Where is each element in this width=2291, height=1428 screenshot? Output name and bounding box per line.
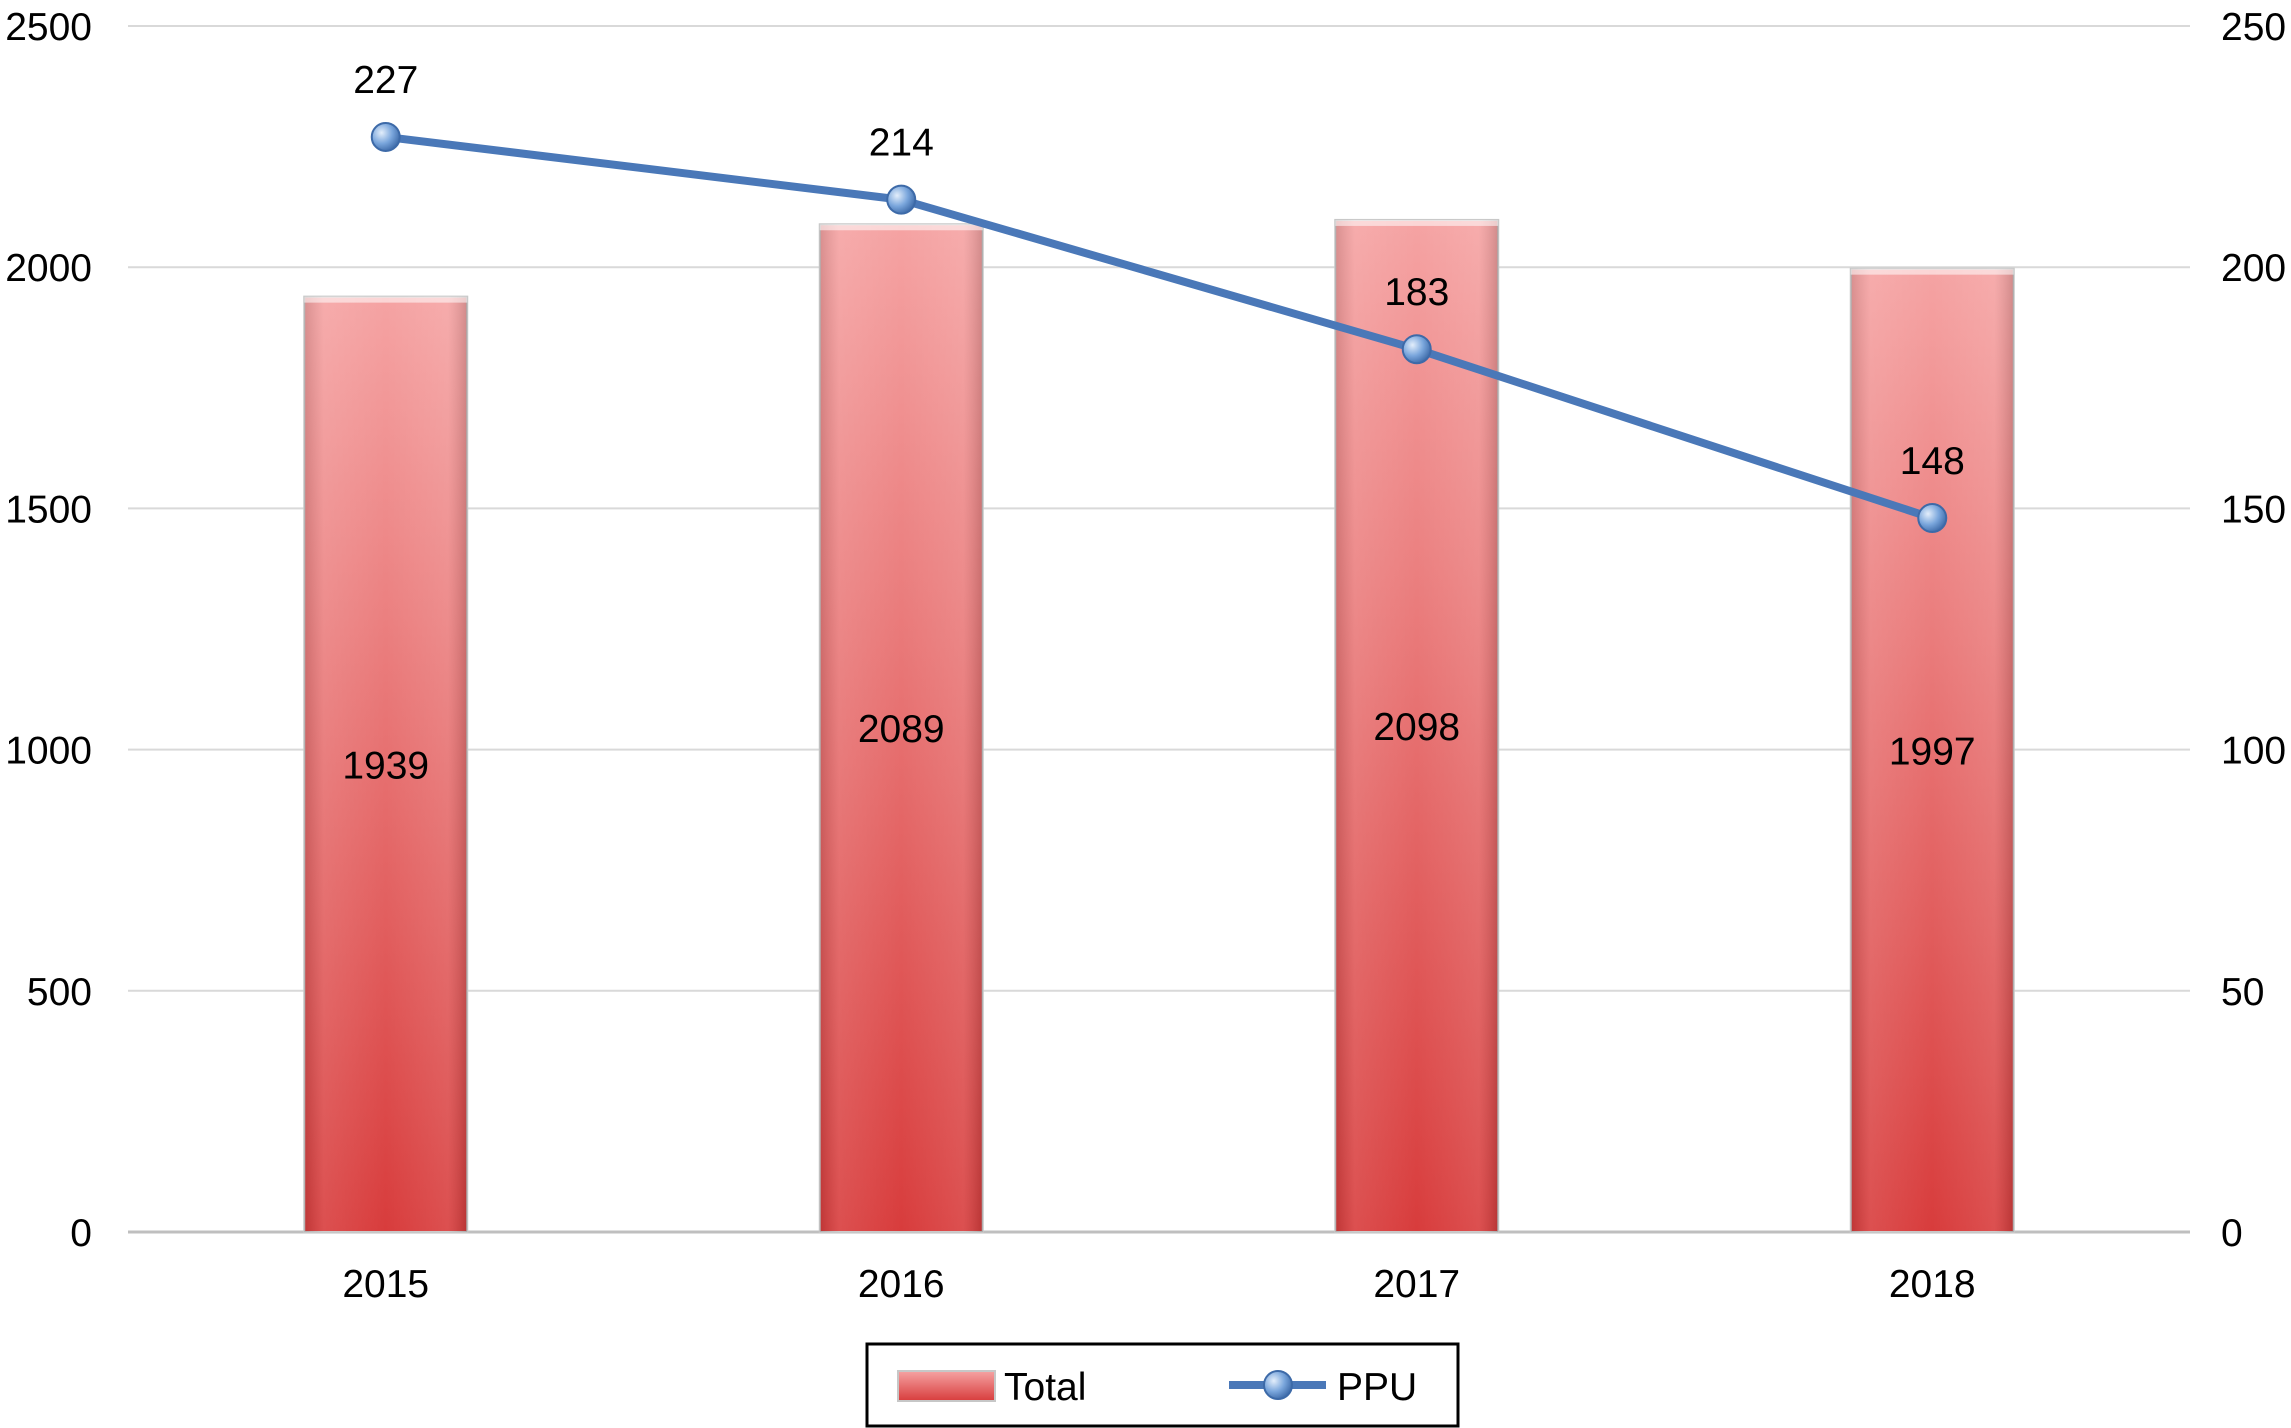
left-y-tick-label: 500 [27,971,92,1014]
ppu-marker-2017 [1401,334,1432,365]
left-y-axis: 0 500 1000 1500 2000 2500 [5,6,92,1255]
x-tick-label: 2018 [1889,1263,1976,1306]
ppu-marker-2018 [1917,503,1948,534]
legend-label-ppu: PPU [1337,1366,1417,1409]
legend-item-total: Total [897,1366,1086,1409]
bar-data-label: 1939 [342,744,429,787]
right-y-tick-label: 150 [2221,488,2286,531]
right-y-tick-label: 200 [2221,247,2286,290]
ppu-line [381,132,1937,523]
bar-top-highlight [304,296,468,303]
bar-data-label: 2089 [858,708,945,751]
bar-top-highlight [1335,219,1499,226]
right-y-tick-label: 50 [2221,971,2264,1014]
line-series-ppu [370,121,1948,534]
left-y-tick-label: 1500 [5,488,92,531]
right-y-tick-label: 250 [2221,6,2286,49]
legend-label-total: Total [1004,1366,1086,1409]
legend-item-ppu: PPU [1229,1366,1417,1409]
line-data-label: 183 [1384,271,1449,314]
bar-sheen [1335,219,1499,1232]
x-tick-label: 2017 [1373,1263,1460,1306]
line-data-label: 227 [353,59,418,102]
legend: Total PPU [865,1342,1460,1428]
right-y-axis: 0 50 100 150 200 250 [2221,6,2286,1255]
x-tick-label: 2015 [342,1263,429,1306]
bar-data-label: 2098 [1373,706,1460,749]
ppu-marker-2016 [886,184,917,215]
left-y-tick-label: 2500 [5,6,92,49]
bar-series-total [303,218,2015,1233]
left-y-tick-label: 0 [70,1212,92,1255]
legend-swatch-total [897,1370,996,1402]
ppu-marker-2015 [370,121,401,152]
bar-data-label: 1997 [1889,730,1976,773]
bar-sheen [1850,268,2014,1232]
line-data-label: 214 [869,122,934,165]
line-data-labels: 227 214 183 148 [353,59,1965,483]
grid-lines [128,25,2190,1234]
line-data-label: 148 [1900,440,1965,483]
bar-sheen [304,296,468,1232]
bar-top-highlight [819,224,983,231]
left-y-tick-label: 1000 [5,730,92,773]
bar-top-highlight [1850,268,2014,275]
left-y-tick-label: 2000 [5,247,92,290]
bar-data-labels: 1939 2089 2098 1997 [342,706,1975,787]
bar-sheen [819,224,983,1232]
x-axis: 2015 2016 2017 2018 [342,1263,1975,1306]
legend-swatch-ppu-marker [1263,1370,1293,1400]
right-y-tick-label: 100 [2221,730,2286,773]
right-y-tick-label: 0 [2221,1212,2243,1255]
x-tick-label: 2016 [858,1263,945,1306]
